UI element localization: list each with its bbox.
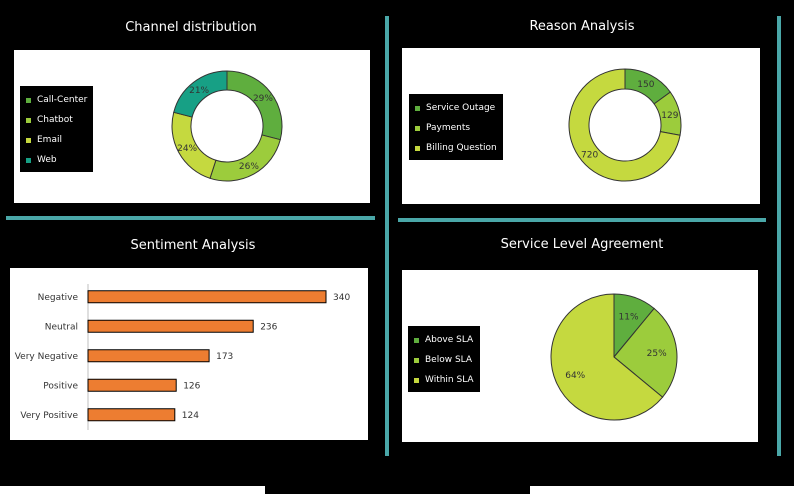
category-label-positive: Positive [43,381,78,391]
value-label-neutral: 236 [260,322,277,332]
legend-item-payments: Payments [415,118,497,138]
legend-item-billing-question: Billing Question [415,138,497,158]
legend-label: Payments [426,123,471,133]
category-label-very-positive: Very Positive [20,411,78,421]
legend-label: Call-Center [37,95,88,105]
sla-legend: Above SLA Below SLA Within SLA [408,326,480,392]
value-label-very-negative: 173 [216,352,233,362]
bar-very-negative [87,349,210,363]
legend-item-within-sla: Within SLA [414,370,474,390]
legend-swatch [414,337,419,343]
slice-label-chatbot: 26% [239,162,259,172]
legend-label: Billing Question [426,143,497,153]
legend-item-web: Web [26,150,87,170]
bar-very-positive [87,408,176,422]
value-label-very-positive: 124 [182,411,199,421]
slice-label-email: 24% [177,144,197,154]
slice-within-sla [550,293,664,421]
slice-below-sla [613,307,678,398]
channel-donut-chart: 29% 26% 24% 21% [171,70,283,182]
value-label-positive: 126 [183,381,200,391]
legend-swatch [415,145,420,151]
channel-legend: Call-Center Chatbot Email Web [20,86,94,172]
slice-label-above-sla: 11% [619,313,639,323]
legend-swatch [26,137,31,143]
legend-label: Above SLA [425,335,474,345]
right-horizontal-divider [398,218,766,222]
slice-label-call-center: 29% [253,94,273,104]
legend-label: Chatbot [37,115,73,125]
legend-swatch [415,105,420,111]
channel-distribution-title: Channel distribution [125,20,257,35]
legend-swatch [414,377,419,383]
slice-label-below-sla: 25% [647,349,667,359]
bar-neutral [87,319,254,333]
slice-label-web: 21% [189,86,209,96]
category-label-negative: Negative [38,293,79,303]
bottom-strip-left [0,486,265,494]
right-edge-divider [777,16,781,456]
slice-billing-question [568,68,681,182]
bottom-strip-right [530,486,794,494]
slice-web [173,70,228,118]
bar-negative [87,290,327,304]
legend-swatch [26,117,31,123]
reason-analysis-card: Service Outage Payments Billing Question… [402,48,760,204]
category-label-very-negative: Very Negative [15,352,79,362]
slice-label-payments: 129 [661,111,678,121]
legend-label: Email [37,135,62,145]
legend-item-service-outage: Service Outage [415,98,497,118]
reason-analysis-title: Reason Analysis [529,19,635,34]
channel-distribution-card: Call-Center Chatbot Email Web 29% 26% 24% 2… [14,50,370,203]
sentiment-bar-chart: Negative 340 Neutral 236 Very Negative 173 Pos… [15,284,350,430]
legend-item-below-sla: Below SLA [414,350,474,370]
bar-positive [87,378,177,392]
service-level-agreement-title: Service Level Agreement [500,237,664,252]
slice-label-billing-question: 720 [581,150,598,160]
sla-pie-chart: 11% 25% 64% [550,293,678,421]
slice-label-within-sla: 64% [565,371,585,381]
slice-label-service-outage: 150 [637,80,654,90]
reason-donut-chart: 150 129 720 [568,68,682,182]
slice-call-center [226,70,283,141]
legend-item-email: Email [26,130,87,150]
value-label-negative: 340 [333,293,350,303]
legend-item-chatbot: Chatbot [26,110,87,130]
legend-swatch [414,357,419,363]
slice-chatbot [209,134,281,182]
reason-legend: Service Outage Payments Billing Question [409,94,503,160]
legend-item-above-sla: Above SLA [414,330,474,350]
sentiment-analysis-title: Sentiment Analysis [130,238,256,253]
sentiment-analysis-card: Negative 340 Neutral 236 Very Negative 173 Pos… [10,268,368,440]
category-label-neutral: Neutral [45,322,78,332]
legend-label: Below SLA [425,355,473,365]
legend-label: Web [37,155,57,165]
legend-swatch [415,125,420,131]
legend-swatch [26,97,31,103]
legend-label: Service Outage [426,103,496,113]
left-horizontal-divider [6,216,375,220]
legend-swatch [26,157,31,163]
legend-label: Within SLA [425,375,474,385]
service-level-agreement-card: Above SLA Below SLA Within SLA 11% 25% 64% [402,270,758,442]
vertical-divider [385,16,389,456]
legend-item-call-center: Call-Center [26,90,87,110]
